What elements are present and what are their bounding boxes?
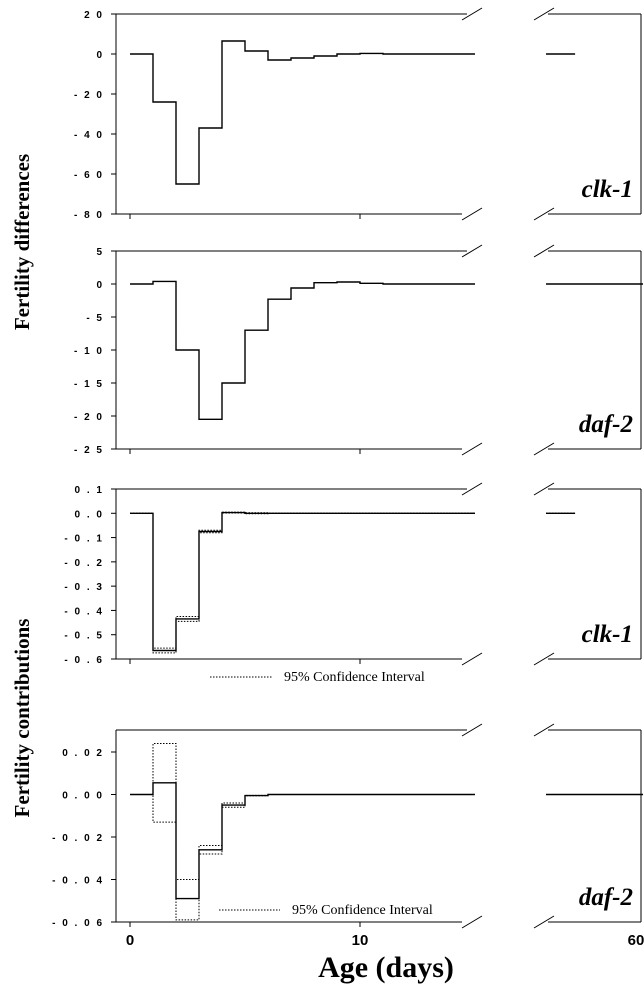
- axis-break-mark: [461, 442, 483, 456]
- series-line-estimate: [130, 280, 475, 420]
- y-tick-label: 0: [96, 50, 104, 61]
- y-tick-label: - 1 0: [74, 346, 104, 357]
- y-tick-label: - 5: [86, 313, 104, 324]
- y-tick-label: 2 0: [84, 10, 104, 21]
- chart-panel-1: 2 0 0 - 2 0 - 4 0 - 6 0 - 8 0 clk-1: [74, 7, 642, 221]
- axis-break-mark: [461, 482, 483, 496]
- y-tick-label: 0 . 0 2: [62, 748, 104, 759]
- x-tick-label: 0: [126, 932, 134, 949]
- y-tick-label: 5: [96, 247, 104, 258]
- axis-break-mark: [533, 915, 555, 929]
- y-tick-label: - 1 5: [74, 379, 104, 390]
- gene-label: daf-2: [579, 411, 633, 438]
- axis-break-mark: [461, 244, 483, 258]
- y-tick-label: 0 . 0: [75, 509, 104, 520]
- ci-legend-label: 95% Confidence Interval: [292, 903, 433, 918]
- ci-legend-label: 95% Confidence Interval: [284, 670, 425, 685]
- chart-panel-4: 0 . 0 2 0 . 0 0 - 0 . 0 2 - 0 . 0 4 - 0 . 0 …: [52, 723, 643, 929]
- axis-break-mark: [533, 652, 555, 666]
- axis-break-mark: [461, 207, 483, 221]
- x-tick-label: 60: [628, 932, 644, 949]
- y-tick-label: - 0 . 4: [64, 606, 104, 617]
- y-tick-label: - 0 . 1: [64, 534, 104, 545]
- y-tick-label: 0 . 0 0: [62, 791, 104, 802]
- y-tick-label: - 2 0: [74, 412, 104, 423]
- axis-break-mark: [533, 207, 555, 221]
- y-tick-label: - 4 0: [74, 130, 104, 141]
- gene-label: daf-2: [579, 884, 633, 911]
- series-line-ci-upper: [130, 743, 475, 880]
- y-tick-label: - 2 0: [74, 90, 104, 101]
- y-tick-label: - 0 . 3: [64, 582, 104, 593]
- x-tick-label: 10: [352, 932, 369, 949]
- axis-break-mark: [461, 652, 483, 666]
- gene-label: clk-1: [582, 176, 633, 203]
- x-axis-label: Age (days): [318, 951, 454, 984]
- series-line-ci-lower: [130, 794, 475, 921]
- y-tick-label: - 0 . 6: [64, 655, 104, 666]
- axis-break-mark: [533, 723, 555, 737]
- y-tick-label: - 0 . 5: [64, 631, 104, 642]
- series-line-ci-lower: [130, 512, 475, 654]
- chart-panel-3: 0 . 1 0 . 0 - 0 . 1 - 0 . 2 - 0 . 3 - 0 . 4 - …: [64, 482, 642, 685]
- y-tick-label: - 2 5: [74, 445, 104, 456]
- y-tick-label: - 0 . 2: [64, 558, 104, 569]
- chart-panel-2: 5 0 - 5 - 1 0 - 1 5 - 2 0 - 2 5 daf-2: [74, 244, 643, 456]
- axis-break-mark: [533, 442, 555, 456]
- y-tick-label: - 6 0: [74, 170, 104, 181]
- series-line-estimate: [130, 782, 475, 900]
- axis-break-mark: [461, 7, 483, 21]
- axis-break-mark: [461, 723, 483, 737]
- series-line-estimate: [130, 511, 475, 652]
- series-line-estimate: [130, 40, 475, 185]
- gene-label: clk-1: [582, 621, 633, 648]
- y-tick-label: - 0 . 0 6: [52, 918, 104, 929]
- axis-break-mark: [533, 7, 555, 21]
- y-axis-label-bottom: Fertility contributions: [10, 619, 34, 818]
- axis-break-mark: [461, 915, 483, 929]
- series-line-ci-upper: [130, 511, 475, 649]
- axis-break-mark: [533, 482, 555, 496]
- y-tick-label: 0 . 1: [75, 485, 104, 496]
- y-tick-label: - 0 . 0 4: [52, 876, 104, 887]
- y-tick-label: - 8 0: [74, 210, 104, 221]
- y-tick-label: 0: [96, 280, 104, 291]
- y-tick-label: - 0 . 0 2: [52, 833, 104, 844]
- axis-break-mark: [533, 244, 555, 258]
- y-axis-label-top: Fertility differences: [10, 154, 34, 330]
